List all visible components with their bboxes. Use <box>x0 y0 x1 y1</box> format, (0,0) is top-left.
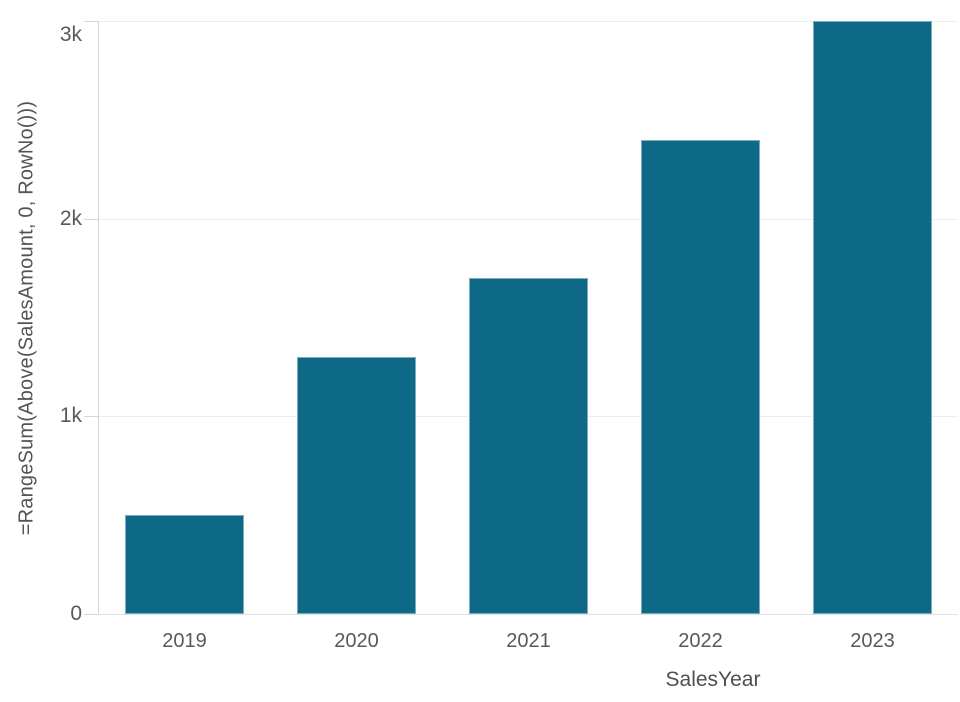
y-tick-label-2k: 2k <box>59 206 82 230</box>
x-tick-label-2023: 2023 <box>850 630 895 652</box>
x-axis-title: SalesYear <box>665 668 761 691</box>
bar-2021[interactable] <box>469 277 588 614</box>
bar-2023[interactable] <box>813 21 932 614</box>
bar-2019[interactable] <box>125 515 244 614</box>
x-tick-label-2021: 2021 <box>506 630 551 652</box>
y-tick-mark-0 <box>84 614 98 615</box>
y-tick-mark-2k <box>84 218 98 220</box>
y-axis-title: =RangeSum(Above(SalesAmount, 0, RowNo())… <box>15 100 38 536</box>
y-tick-label-3k: 3k <box>59 23 82 46</box>
gridline-0 <box>98 614 958 615</box>
y-tick-mark-3k <box>84 21 98 22</box>
bar-2020[interactable] <box>297 357 416 614</box>
y-tick-mark-1k <box>84 416 98 418</box>
y-tick-label-1k: 1k <box>59 404 82 428</box>
y-axis-line <box>98 21 99 614</box>
gridline-2k <box>98 218 958 220</box>
x-tick-label-2020: 2020 <box>334 630 379 652</box>
x-tick-label-2019: 2019 <box>162 630 207 652</box>
bar-2022[interactable] <box>641 139 760 614</box>
gridline-3k <box>98 21 958 22</box>
y-tick-label-0: 0 <box>70 602 82 625</box>
x-tick-label-2022: 2022 <box>678 630 723 652</box>
